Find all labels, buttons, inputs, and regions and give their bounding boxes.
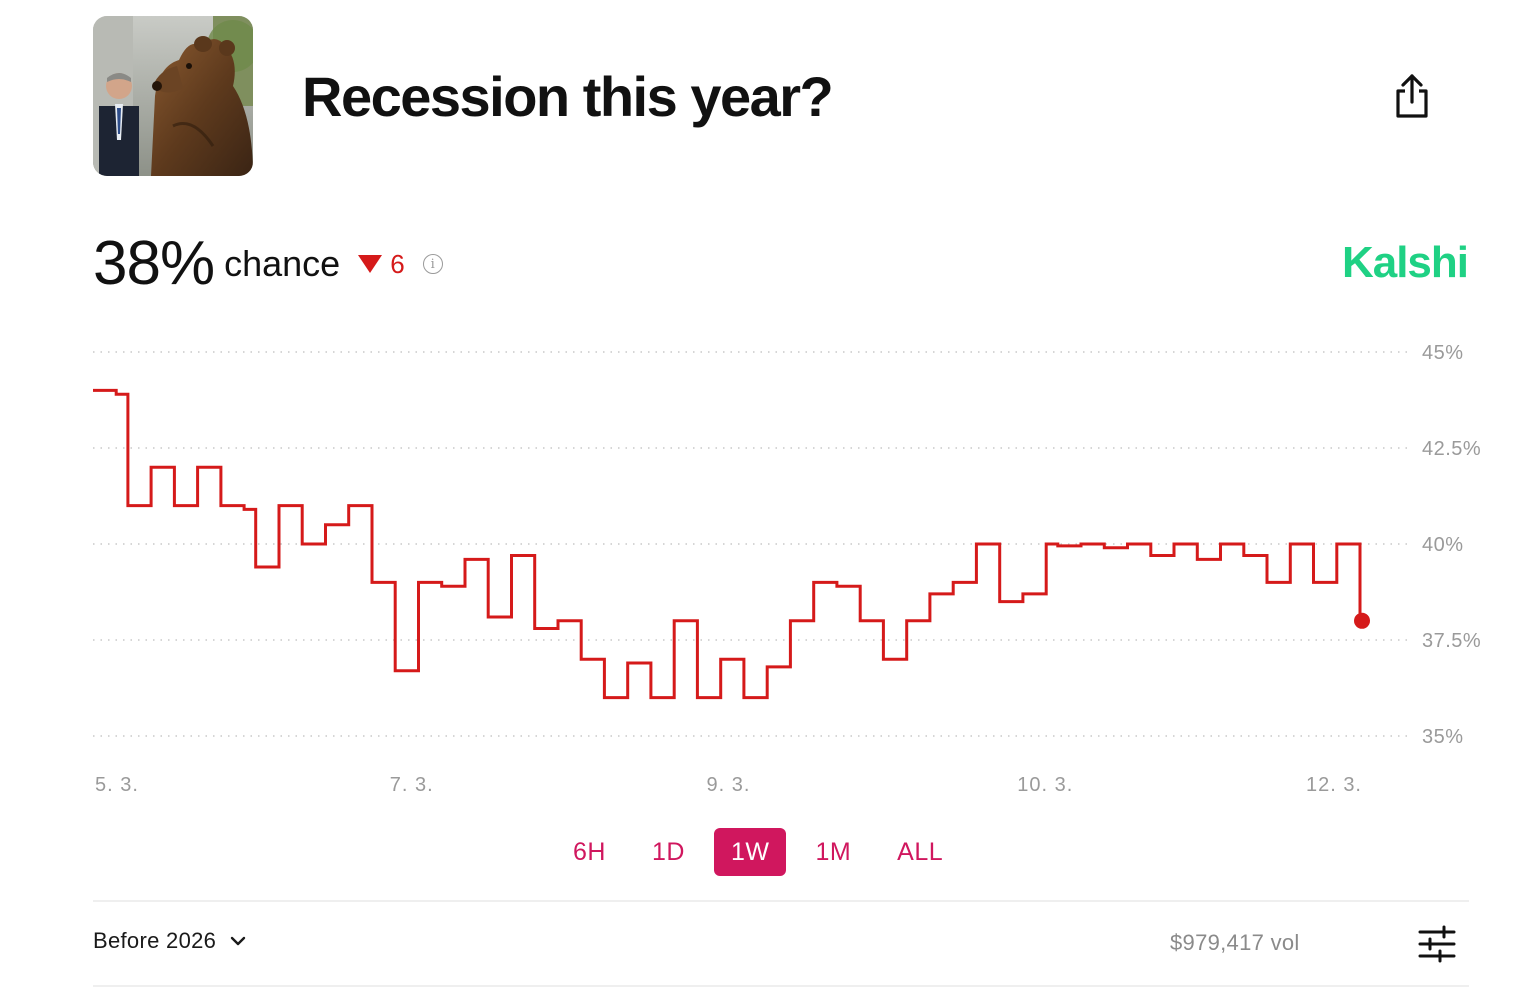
price-line: [93, 388, 1362, 700]
divider-bottom: [93, 985, 1469, 987]
tab-6h[interactable]: 6H: [573, 838, 606, 866]
chance-label: chance: [224, 243, 341, 284]
y-tick-label: 40%: [1422, 534, 1464, 556]
outcome-selector[interactable]: Before 2026: [93, 928, 246, 954]
share-button[interactable]: [1390, 70, 1434, 122]
delta-value: 6: [390, 248, 405, 279]
volume-label: $979,417 vol: [1170, 930, 1300, 955]
y-tick-label: 42.5%: [1422, 438, 1481, 460]
x-tick-label: 5. 3.: [95, 774, 139, 796]
x-tick-label: 12. 3.: [1306, 774, 1362, 796]
info-icon[interactable]: i: [422, 254, 443, 274]
share-icon: [1396, 74, 1428, 118]
market-title: Recession this year?: [302, 65, 834, 128]
divider-top: [93, 900, 1469, 902]
bear-statue-photo-icon: [93, 16, 253, 176]
x-tick-label: 10. 3.: [1017, 774, 1073, 796]
odds-summary: 38% chance 6 i: [93, 228, 443, 298]
y-tick-label: 45%: [1422, 342, 1464, 364]
sliders-icon: [1418, 925, 1456, 963]
current-point: [1354, 612, 1370, 629]
market-thumbnail: [93, 16, 253, 176]
chart-settings-button[interactable]: [1418, 924, 1456, 964]
tab-1m[interactable]: 1M: [815, 838, 852, 866]
y-tick-label: 37.5%: [1422, 630, 1481, 652]
y-tick-label: 35%: [1422, 726, 1464, 748]
x-tick-label: 7. 3.: [390, 774, 434, 796]
tab-all[interactable]: ALL: [897, 838, 944, 866]
chance-value: 38%: [93, 228, 215, 298]
outcome-selector-label: Before 2026: [93, 928, 217, 953]
chevron-down-icon: [230, 936, 246, 946]
tab-1d[interactable]: 1D: [651, 838, 685, 866]
kalshi-logo[interactable]: Kalshi: [1341, 238, 1469, 287]
x-tick-label: 9. 3.: [707, 774, 751, 796]
time-range-tabs: 6H 1D 1W 1M ALL: [556, 828, 972, 876]
tab-1w[interactable]: 1W: [713, 828, 787, 876]
down-triangle-icon: [358, 255, 383, 273]
